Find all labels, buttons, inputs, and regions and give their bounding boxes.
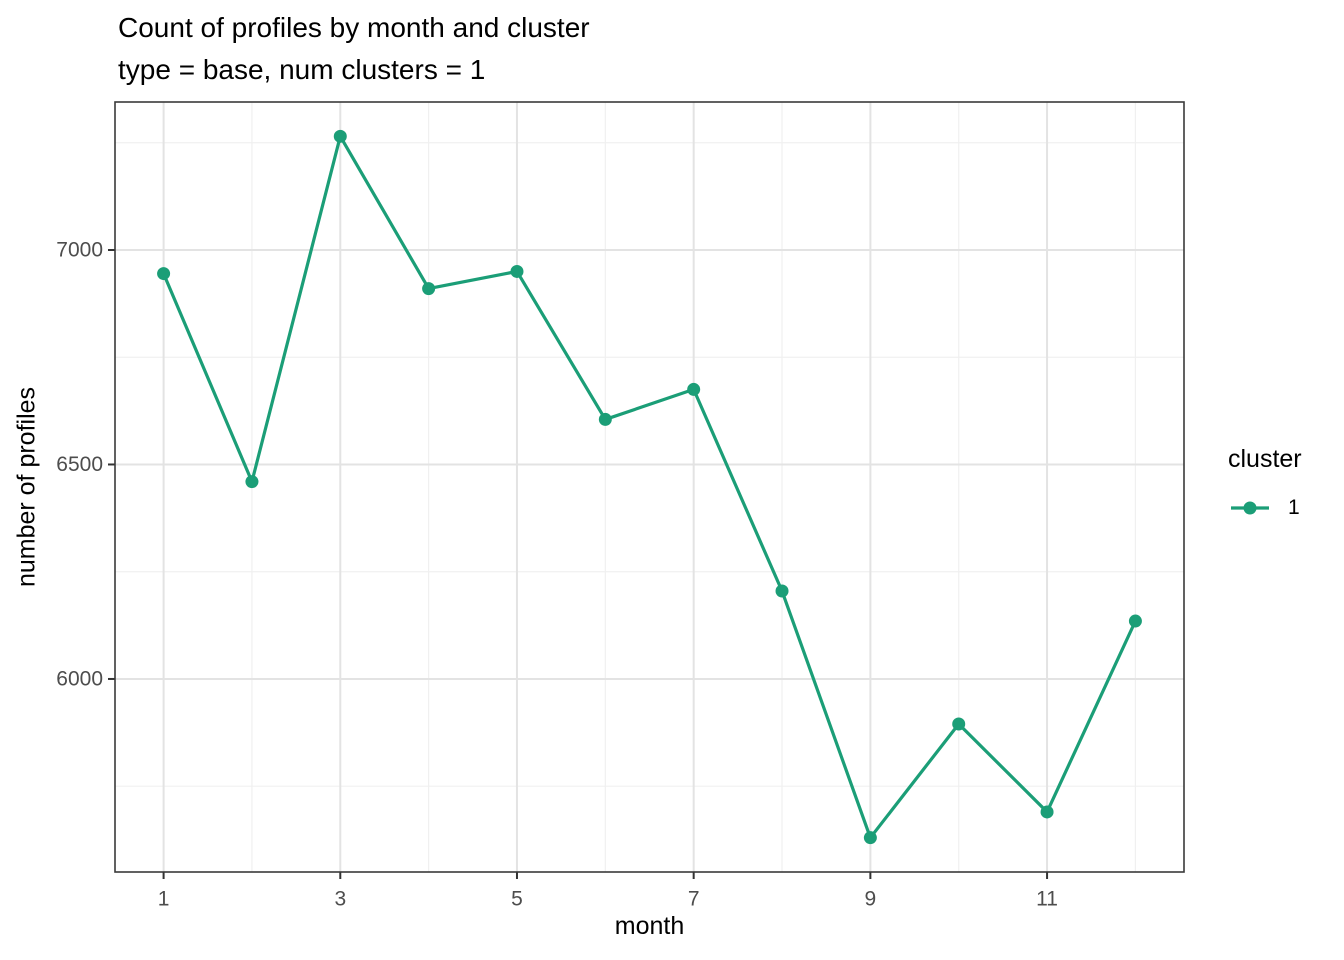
data-point (775, 584, 789, 598)
x-tick-label: 7 (688, 888, 700, 911)
y-tick-label: 6500 (56, 453, 103, 476)
x-tick-label: 11 (1036, 888, 1058, 911)
data-point (863, 831, 877, 845)
data-point (245, 475, 259, 489)
data-point (598, 412, 612, 426)
x-tick-label: 3 (334, 888, 346, 911)
series-line (162, 134, 1137, 840)
data-point (1040, 805, 1054, 819)
legend-key-icon (1231, 501, 1269, 515)
chart-title: Count of profiles by month and cluster (118, 12, 590, 43)
x-axis-title: month (614, 912, 685, 940)
y-tick-label: 7000 (56, 238, 103, 261)
data-point (510, 264, 524, 278)
legend-key-point (1243, 501, 1257, 515)
data-point (157, 267, 171, 281)
data-point (952, 717, 966, 731)
x-tick-label: 1 (158, 888, 170, 911)
data-point (1128, 614, 1142, 628)
y-tick-label: 6000 (56, 667, 103, 690)
legend-title: cluster (1228, 445, 1302, 473)
y-axis-title: number of profiles (12, 386, 41, 588)
legend-item: 1 (1230, 496, 1300, 520)
chart-subtitle: type = base, num clusters = 1 (118, 54, 486, 85)
data-point (687, 382, 701, 396)
legend-item-label: 1 (1288, 496, 1300, 519)
x-tick-label: 5 (511, 888, 523, 911)
data-point (422, 282, 436, 296)
panel-border (114, 101, 1185, 873)
data-point (333, 129, 347, 143)
x-tick-label: 9 (865, 888, 877, 911)
